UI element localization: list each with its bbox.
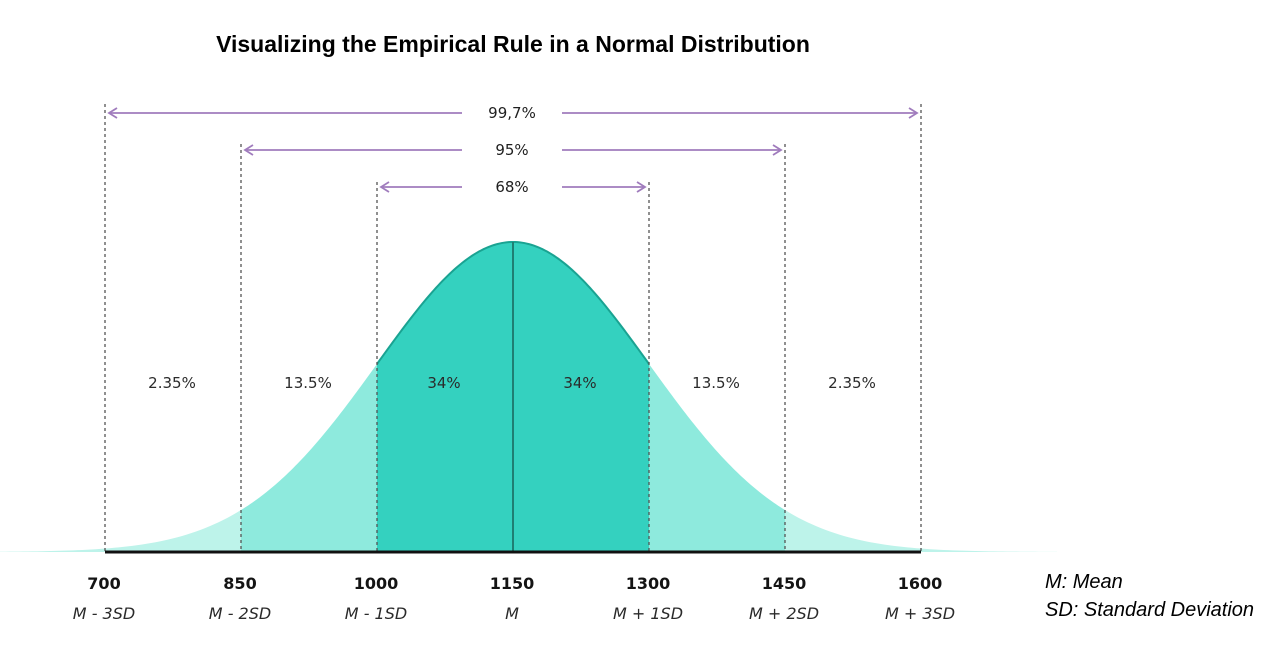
- tick-label: 1600: [898, 574, 943, 593]
- band-label: 2.35%: [148, 374, 196, 392]
- legend-sd: SD: Standard Deviation: [1045, 599, 1255, 621]
- tick-label: 850: [223, 574, 256, 593]
- tick-sublabel: M: [505, 604, 519, 623]
- arrowhead-left: [243, 144, 254, 156]
- area-middle-left: [241, 363, 377, 552]
- area-outer-right: [785, 510, 1057, 552]
- arrowhead-left: [107, 107, 118, 119]
- band-labels: 2.35% 13.5% 34% 34% 13.5% 2.35%: [148, 374, 876, 392]
- range-label: 95%: [495, 141, 528, 159]
- tick-label: 700: [87, 574, 120, 593]
- arrowhead-right: [772, 144, 783, 156]
- tick-sublabel: M - 1SD: [345, 604, 407, 623]
- area-inner-right: [513, 242, 649, 552]
- band-label: 13.5%: [284, 374, 332, 392]
- area-outer-left: [0, 510, 241, 552]
- area-middle-right: [649, 363, 785, 552]
- tick-label: 1300: [626, 574, 671, 593]
- range-arrows: 99,7% 95% 68%: [107, 104, 919, 196]
- area-inner-left: [377, 242, 513, 552]
- arrowhead-right: [908, 107, 919, 119]
- arrowhead-right: [636, 181, 647, 193]
- legend: M: Mean SD: Standard Deviation: [1045, 568, 1254, 624]
- tick-label: 1000: [354, 574, 399, 593]
- range-label: 99,7%: [488, 104, 536, 122]
- legend-mean: M: Mean: [1045, 571, 1123, 593]
- tick-sublabel: M - 2SD: [209, 604, 271, 623]
- tick-sublabel: M + 2SD: [749, 604, 819, 623]
- tick-label: 1150: [490, 574, 535, 593]
- band-label: 34%: [563, 374, 596, 392]
- tick-sublabel: M - 3SD: [73, 604, 135, 623]
- tick-sublabel: M + 1SD: [613, 604, 683, 623]
- curve-fills: [0, 240, 1057, 552]
- sd-guide-lines: [104, 104, 922, 552]
- band-label: 2.35%: [828, 374, 876, 392]
- chart-title: Visualizing the Empirical Rule in a Norm…: [216, 31, 810, 57]
- band-label: 34%: [427, 374, 460, 392]
- tick-label: 1450: [762, 574, 807, 593]
- x-axis: 700 M - 3SD 850 M - 2SD 1000 M - 1SD 1150 M 1300…: [73, 550, 955, 623]
- band-label: 13.5%: [692, 374, 740, 392]
- arrowhead-left: [379, 181, 390, 193]
- range-label: 68%: [495, 178, 528, 196]
- tick-sublabel: M + 3SD: [885, 604, 955, 623]
